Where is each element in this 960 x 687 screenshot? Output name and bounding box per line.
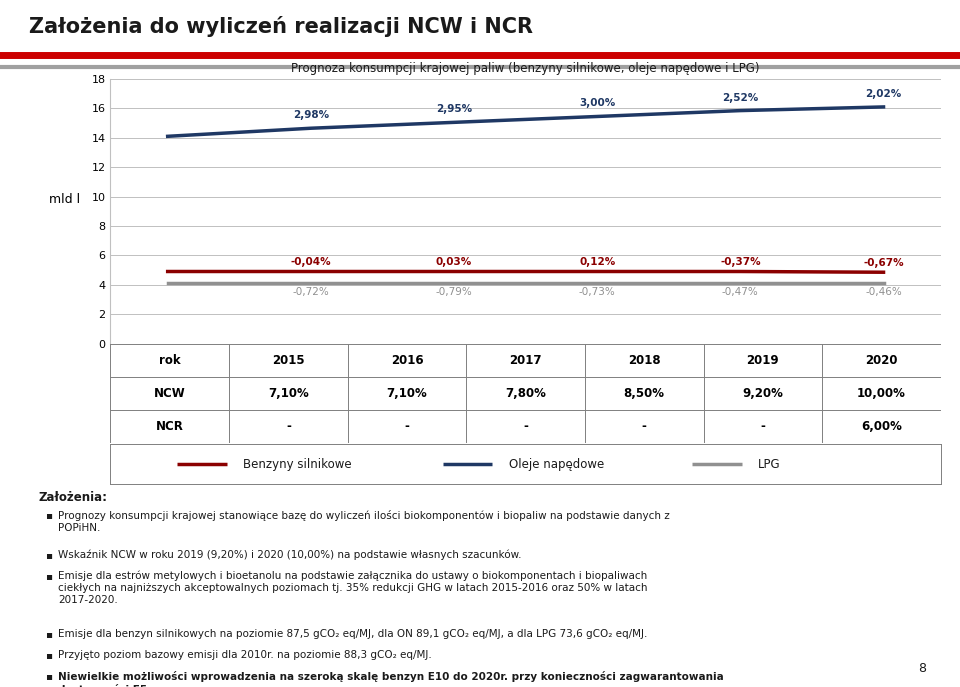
Text: 0,03%: 0,03% <box>436 258 472 267</box>
Text: ▪: ▪ <box>45 550 53 560</box>
Text: -0,37%: -0,37% <box>720 258 760 267</box>
Y-axis label: mld l: mld l <box>49 193 81 206</box>
Text: -: - <box>404 420 409 433</box>
Text: 8: 8 <box>919 662 926 675</box>
Text: 7,10%: 7,10% <box>268 387 309 400</box>
Text: 2,95%: 2,95% <box>436 104 472 114</box>
Text: -0,46%: -0,46% <box>865 287 901 297</box>
Text: Niewielkie możliwości wprowadzenia na szeroką skalę benzyn E10 do 2020r. przy ko: Niewielkie możliwości wprowadzenia na sz… <box>58 671 724 687</box>
Text: ▪: ▪ <box>45 629 53 639</box>
Text: -0,67%: -0,67% <box>863 258 904 268</box>
Text: 2016: 2016 <box>391 354 423 367</box>
Text: -0,72%: -0,72% <box>293 287 329 297</box>
Text: Wskaźnik NCW w roku 2019 (9,20%) i 2020 (10,00%) na podstawie własnych szacunków: Wskaźnik NCW w roku 2019 (9,20%) i 2020 … <box>58 550 521 561</box>
Text: -: - <box>523 420 528 433</box>
Text: Emisje dla benzyn silnikowych na poziomie 87,5 gCO₂ eq/MJ, dla ON 89,1 gCO₂ eq/M: Emisje dla benzyn silnikowych na poziomi… <box>58 629 647 639</box>
Text: -: - <box>642 420 647 433</box>
Text: ▪: ▪ <box>45 510 53 520</box>
Text: 10,00%: 10,00% <box>857 387 906 400</box>
Text: 2015: 2015 <box>272 354 304 367</box>
Text: LPG: LPG <box>758 458 780 471</box>
Text: 2,98%: 2,98% <box>293 110 329 120</box>
Text: ▪: ▪ <box>45 650 53 660</box>
Text: Prognozy konsumpcji krajowej stanowiące bazę do wyliczeń ilości biokomponentów i: Prognozy konsumpcji krajowej stanowiące … <box>58 510 669 533</box>
Text: rok: rok <box>159 354 180 367</box>
Text: 2018: 2018 <box>628 354 660 367</box>
Text: -0,79%: -0,79% <box>436 287 472 297</box>
Text: Przyjęto poziom bazowy emisji dla 2010r. na poziomie 88,3 gCO₂ eq/MJ.: Przyjęto poziom bazowy emisji dla 2010r.… <box>58 650 432 660</box>
Title: Prognoza konsumpcji krajowej paliw (benzyny silnikowe, oleje napędowe i LPG): Prognoza konsumpcji krajowej paliw (benz… <box>291 62 760 75</box>
Text: -: - <box>760 420 765 433</box>
Text: -0,47%: -0,47% <box>722 287 758 297</box>
Text: 2,52%: 2,52% <box>722 93 758 102</box>
Text: -0,04%: -0,04% <box>291 258 331 267</box>
Text: 9,20%: 9,20% <box>742 387 783 400</box>
Text: 2020: 2020 <box>865 354 898 367</box>
Text: Założenia:: Założenia: <box>38 491 108 504</box>
Text: 2017: 2017 <box>510 354 541 367</box>
Text: NCR: NCR <box>156 420 183 433</box>
Text: 2,02%: 2,02% <box>865 89 901 99</box>
Text: NCW: NCW <box>154 387 185 400</box>
Text: 6,00%: 6,00% <box>861 420 902 433</box>
Text: 2019: 2019 <box>747 354 780 367</box>
Text: 8,50%: 8,50% <box>624 387 664 400</box>
Text: -: - <box>286 420 291 433</box>
Text: Benzyny silnikowe: Benzyny silnikowe <box>243 458 352 471</box>
Text: 7,10%: 7,10% <box>387 387 427 400</box>
Text: ▪: ▪ <box>45 671 53 681</box>
Text: Oleje napędowe: Oleje napędowe <box>509 458 604 471</box>
Text: ▪: ▪ <box>45 571 53 581</box>
Text: 0,12%: 0,12% <box>579 258 615 267</box>
Text: 7,80%: 7,80% <box>505 387 546 400</box>
Text: Założenia do wyliczeń realizacji NCW i NCR: Założenia do wyliczeń realizacji NCW i N… <box>29 16 533 38</box>
Text: -0,73%: -0,73% <box>579 287 615 297</box>
Text: 3,00%: 3,00% <box>579 98 615 109</box>
Text: Emisje dla estrów metylowych i bioetanolu na podstawie załącznika do ustawy o bi: Emisje dla estrów metylowych i bioetanol… <box>58 571 647 605</box>
